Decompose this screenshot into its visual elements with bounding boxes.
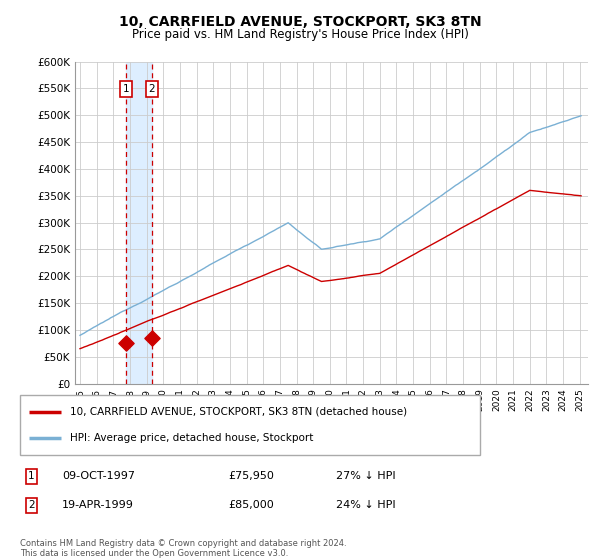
Text: £75,950: £75,950	[229, 472, 274, 482]
Text: HPI: Average price, detached house, Stockport: HPI: Average price, detached house, Stoc…	[70, 433, 314, 443]
Text: 09-OCT-1997: 09-OCT-1997	[62, 472, 135, 482]
Text: Contains HM Land Registry data © Crown copyright and database right 2024.
This d: Contains HM Land Registry data © Crown c…	[20, 539, 346, 558]
Text: 19-APR-1999: 19-APR-1999	[62, 501, 134, 511]
Text: £85,000: £85,000	[229, 501, 274, 511]
Text: 2: 2	[28, 501, 35, 511]
Point	[147, 334, 157, 343]
Bar	[126, 62, 152, 384]
Text: 24% ↓ HPI: 24% ↓ HPI	[335, 501, 395, 511]
Text: 1: 1	[123, 84, 130, 94]
Text: 2: 2	[148, 84, 155, 94]
Point	[121, 338, 131, 347]
Text: 10, CARRFIELD AVENUE, STOCKPORT, SK3 8TN (detached house): 10, CARRFIELD AVENUE, STOCKPORT, SK3 8TN…	[70, 407, 407, 417]
Text: 27% ↓ HPI: 27% ↓ HPI	[335, 472, 395, 482]
Text: 10, CARRFIELD AVENUE, STOCKPORT, SK3 8TN: 10, CARRFIELD AVENUE, STOCKPORT, SK3 8TN	[119, 15, 481, 29]
FancyBboxPatch shape	[20, 395, 480, 455]
Text: Price paid vs. HM Land Registry's House Price Index (HPI): Price paid vs. HM Land Registry's House …	[131, 28, 469, 41]
Text: 1: 1	[28, 472, 35, 482]
